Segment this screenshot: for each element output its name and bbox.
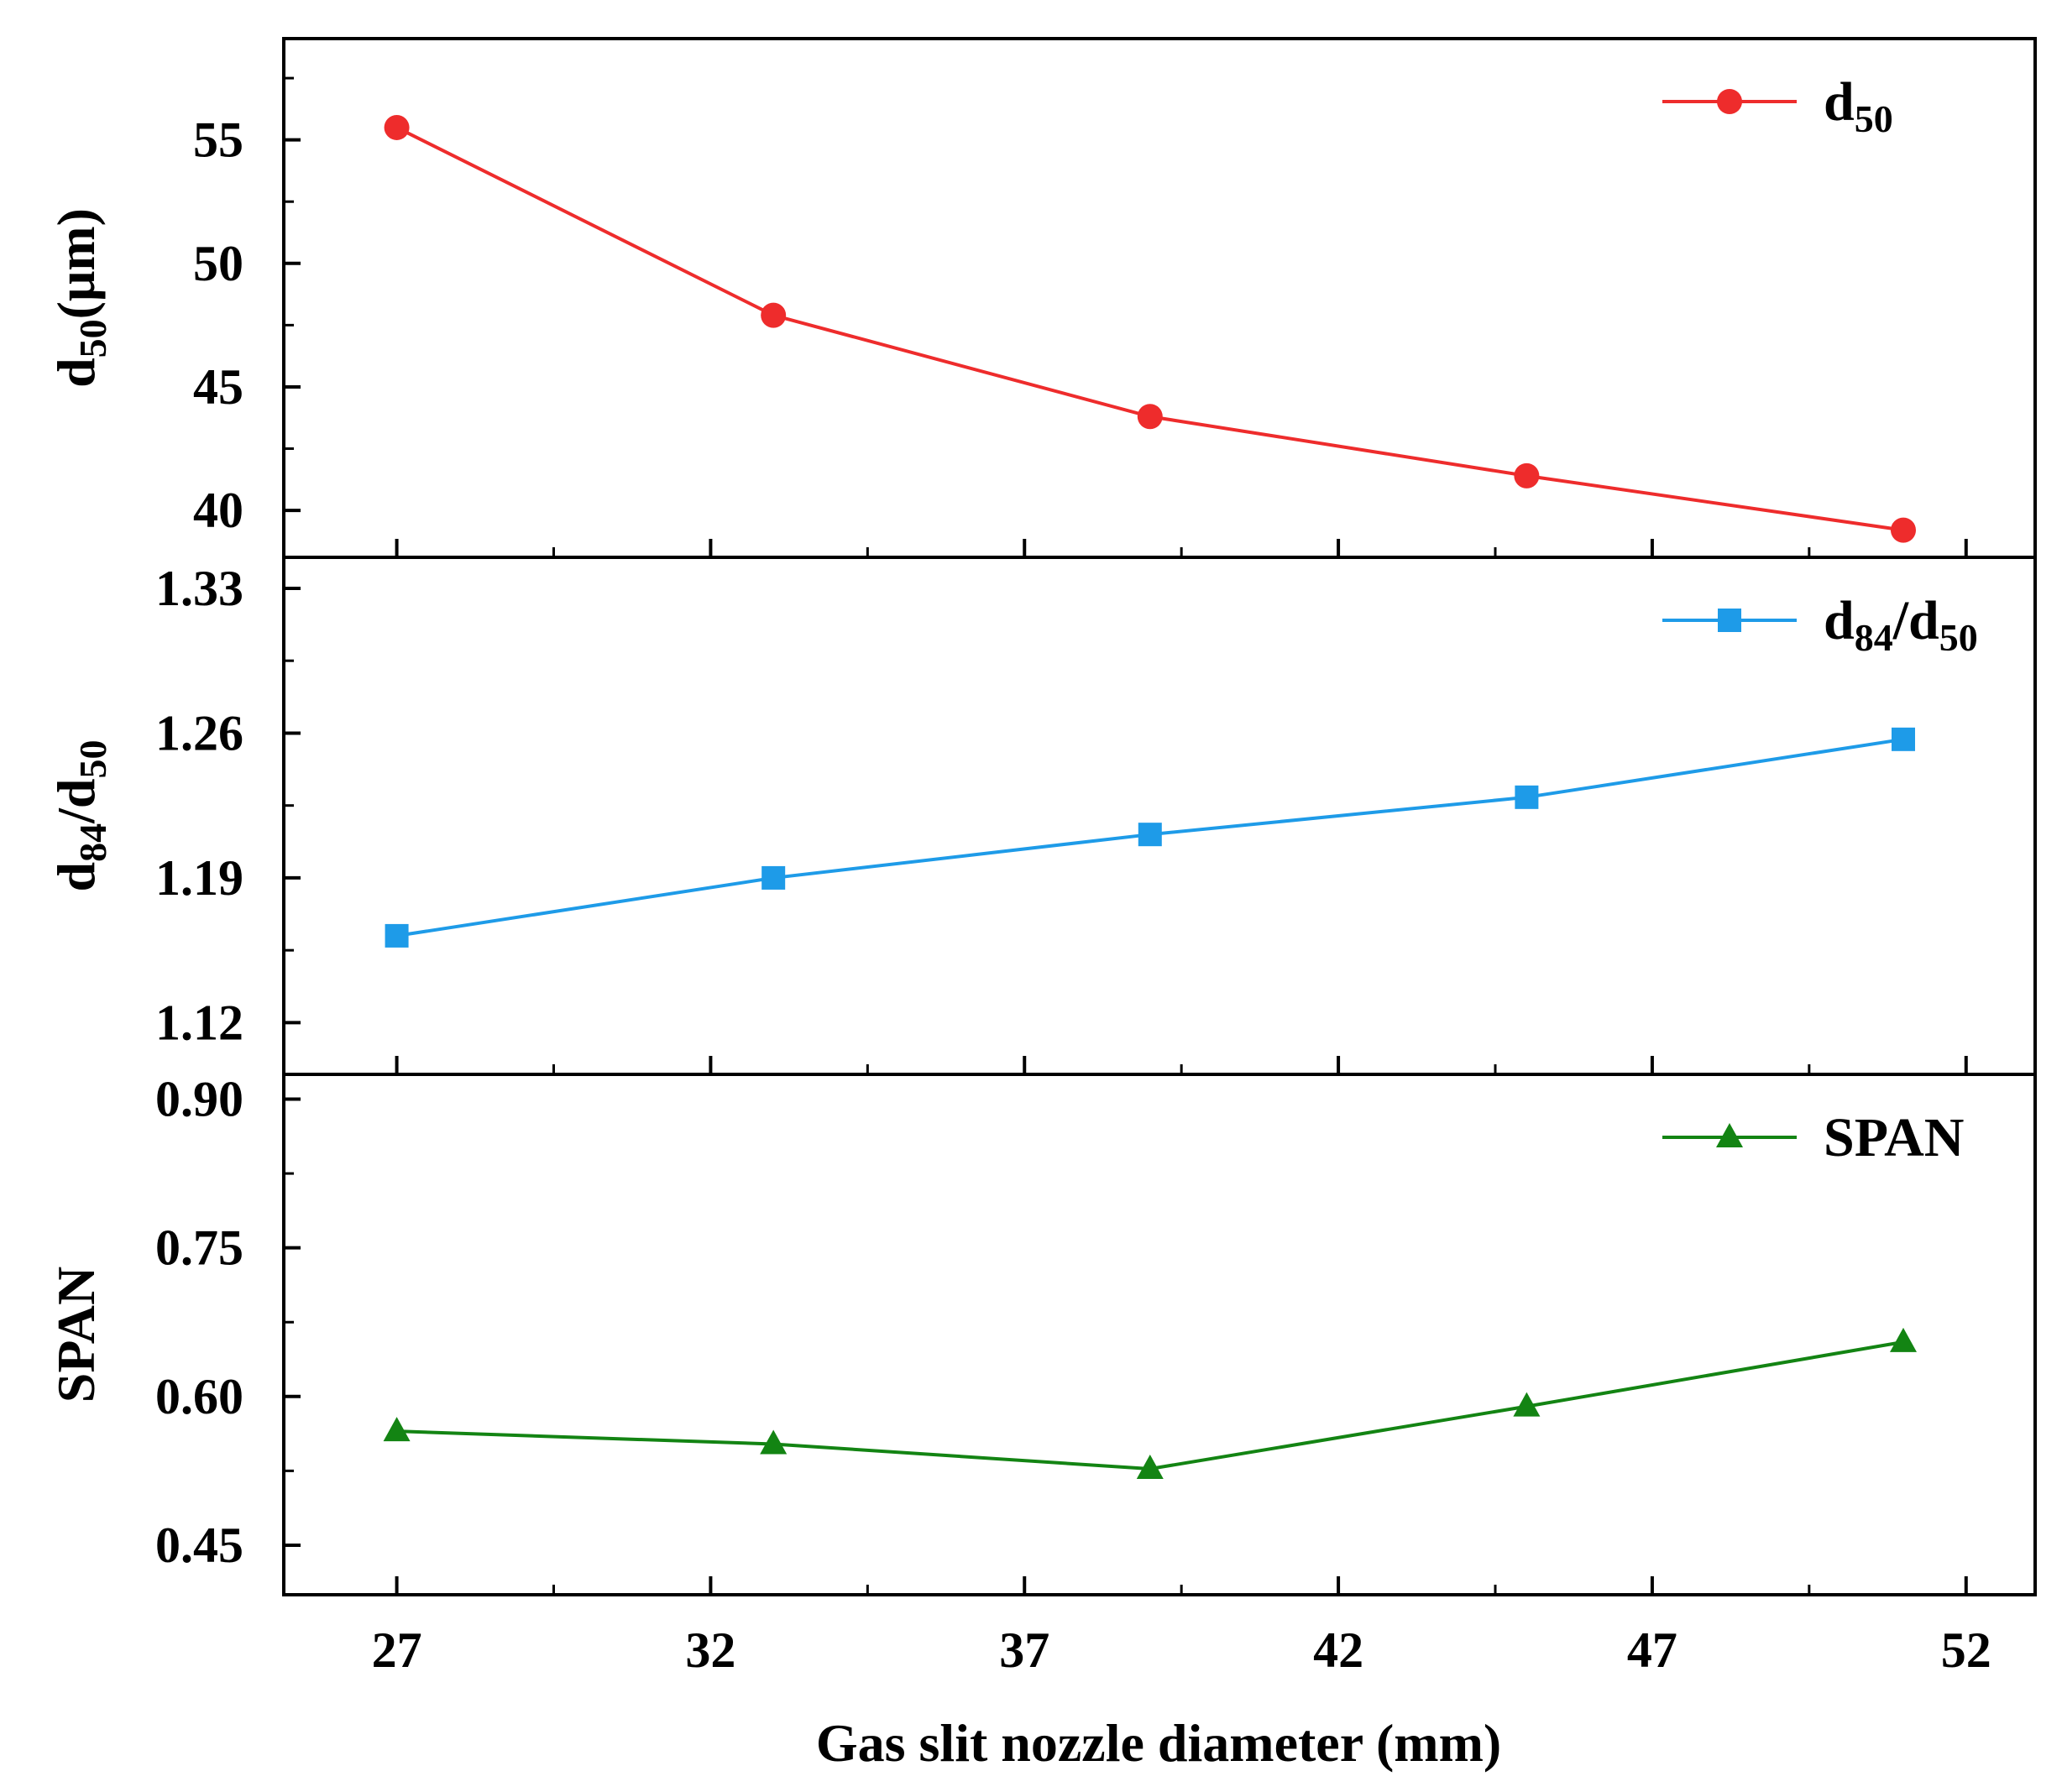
x-axis: 27 32 37 42 47 52: [372, 1622, 1991, 1678]
legend-label-d84_d50: d84/d50: [1824, 590, 1978, 659]
data-point-span: [760, 1429, 788, 1455]
panel-frame: [282, 1073, 2037, 1596]
y-tick-label: 0.75: [155, 1220, 243, 1276]
x-tick-label: 52: [1941, 1622, 1991, 1678]
y-tick-label: 1.12: [155, 995, 243, 1050]
legend-marker-span: [1716, 1123, 1743, 1147]
y-tick-label: 45: [193, 359, 243, 415]
y-axis-title: d50(μm): [46, 208, 114, 388]
panel-span: 0.45 0.60 0.75 0.90 SPAN SPAN: [46, 1072, 2037, 1596]
panel-d50: 40 45 50 55 d50(μm) d50: [46, 37, 2037, 559]
series-line-d50: [395, 126, 1904, 532]
x-tick-label: 47: [1627, 1622, 1677, 1678]
data-point-d84_d50: [1138, 823, 1162, 847]
data-point-d84_d50: [761, 865, 786, 890]
y-tick-label: 1.33: [155, 561, 243, 616]
data-point-d84_d50: [1515, 785, 1539, 809]
x-tick-label: 42: [1313, 1622, 1363, 1678]
x-tick-label: 32: [685, 1622, 735, 1678]
legend-marker-d50: [1717, 89, 1742, 114]
data-point-span: [1889, 1327, 1917, 1352]
y-tick-label: 1.19: [155, 850, 243, 906]
y-tick-label: 0.90: [155, 1072, 243, 1127]
y-axis-title: d84/d50: [46, 740, 114, 892]
legend-marker-d84_d50: [1718, 609, 1741, 632]
y-tick-label: 0.60: [155, 1369, 243, 1424]
data-point-d50: [1137, 404, 1163, 430]
data-point-span: [383, 1417, 411, 1442]
panels: 40 45 50 55 d50(μm) d50 1.12 1.19 1.26 1.33 d84/d5…: [46, 37, 2037, 1596]
data-point-span: [1513, 1392, 1541, 1417]
data-point-d84_d50: [1891, 727, 1915, 751]
legend-label-span: SPAN: [1824, 1107, 1964, 1168]
panel-frame: [282, 37, 2037, 559]
y-tick-label: 40: [193, 483, 243, 538]
legend-label-d50: d50: [1824, 71, 1893, 140]
data-point-d84_d50: [385, 923, 409, 948]
x-axis-title: Gas slit nozzle diameter (mm): [816, 1713, 1501, 1773]
y-tick-label: 50: [193, 236, 243, 291]
x-tick-label: 37: [999, 1622, 1049, 1678]
y-axis-title: SPAN: [46, 1267, 106, 1403]
data-point-d50: [384, 114, 410, 140]
data-point-d50: [761, 302, 787, 328]
panel-frame: [282, 556, 2037, 1076]
series-line-span: [396, 1340, 1904, 1471]
y-tick-label: 0.45: [155, 1518, 243, 1573]
data-point-span: [1136, 1455, 1164, 1480]
data-point-d50: [1890, 517, 1916, 543]
data-point-d50: [1514, 462, 1540, 488]
y-tick-label: 1.26: [155, 705, 243, 760]
y-tick-label: 55: [193, 112, 243, 168]
x-tick-label: 27: [372, 1622, 422, 1678]
panel-d84_d50: 1.12 1.19 1.26 1.33 d84/d50 d84/d50: [46, 556, 2037, 1076]
